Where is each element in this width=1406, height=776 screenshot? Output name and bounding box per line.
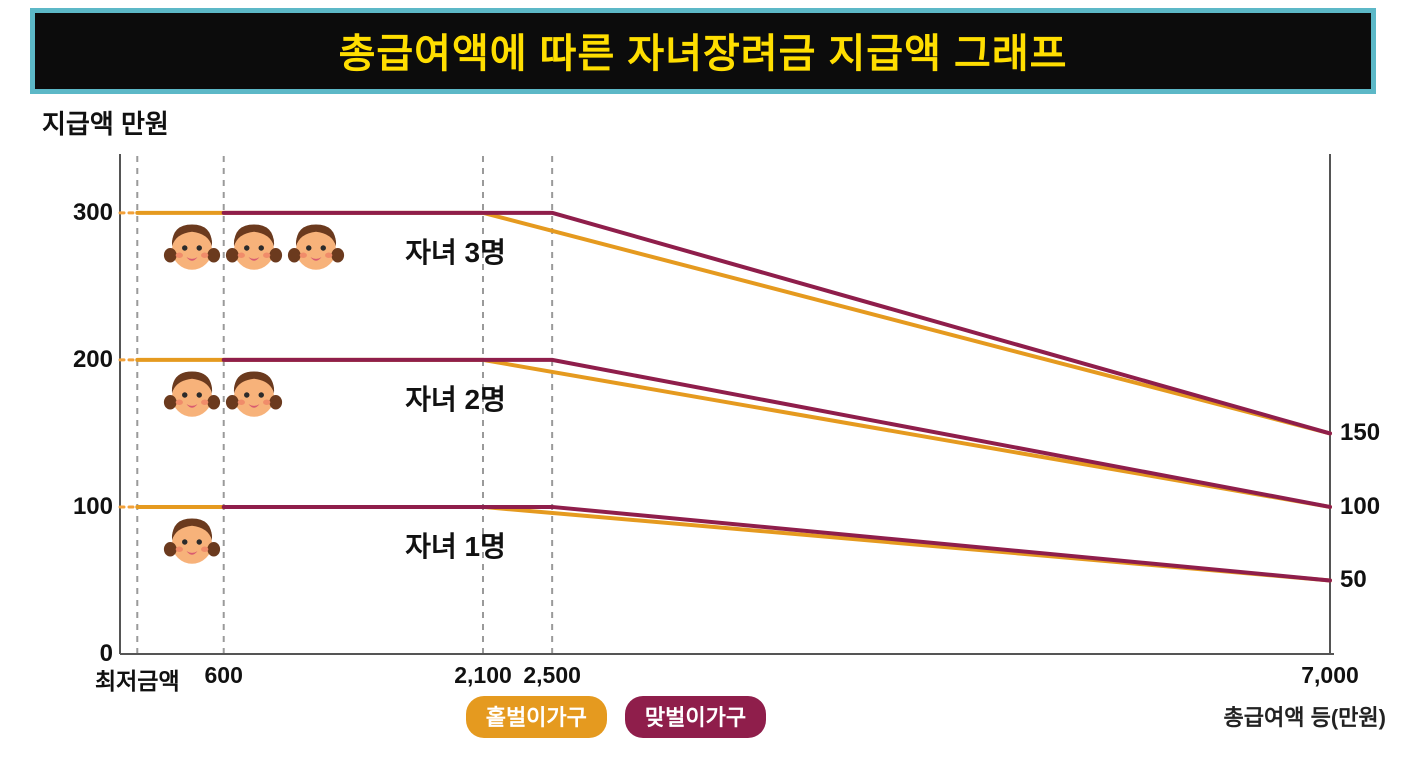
child-face-icon <box>163 366 221 424</box>
x-tick: 2,100 <box>454 662 512 689</box>
child-face-icon <box>163 219 221 277</box>
legend: 홑벌이가구 맞벌이가구 <box>466 696 766 738</box>
x-axis-title: 총급여액 등(만원) <box>1224 700 1386 732</box>
child-face-icon <box>225 366 283 424</box>
y-tick-right: 100 <box>1340 493 1400 521</box>
x-tick: 최저금액 <box>95 662 180 696</box>
x-tick: 7,000 <box>1301 662 1359 689</box>
y-tick-right: 50 <box>1340 566 1400 594</box>
legend-item: 맞벌이가구 <box>625 696 766 738</box>
y-tick: 100 <box>58 493 113 521</box>
x-tick: 600 <box>205 662 243 689</box>
legend-item: 홑벌이가구 <box>466 696 607 738</box>
child-face-icon <box>163 513 221 571</box>
chart-area: 지급액 만원 010020030050100150최저금액6002,1002,5… <box>20 104 1386 774</box>
y-tick: 200 <box>58 346 113 374</box>
series-label: 자녀 3명 <box>405 231 506 271</box>
series-label: 자녀 2명 <box>405 378 506 418</box>
chart-title: 총급여액에 따른 자녀장려금 지급액 그래프 <box>30 8 1376 94</box>
child-face-icon <box>287 219 345 277</box>
y-tick-right: 150 <box>1340 419 1400 447</box>
series-label: 자녀 1명 <box>405 525 506 565</box>
y-tick: 300 <box>58 199 113 227</box>
x-tick: 2,500 <box>523 662 581 689</box>
child-face-icon <box>225 219 283 277</box>
